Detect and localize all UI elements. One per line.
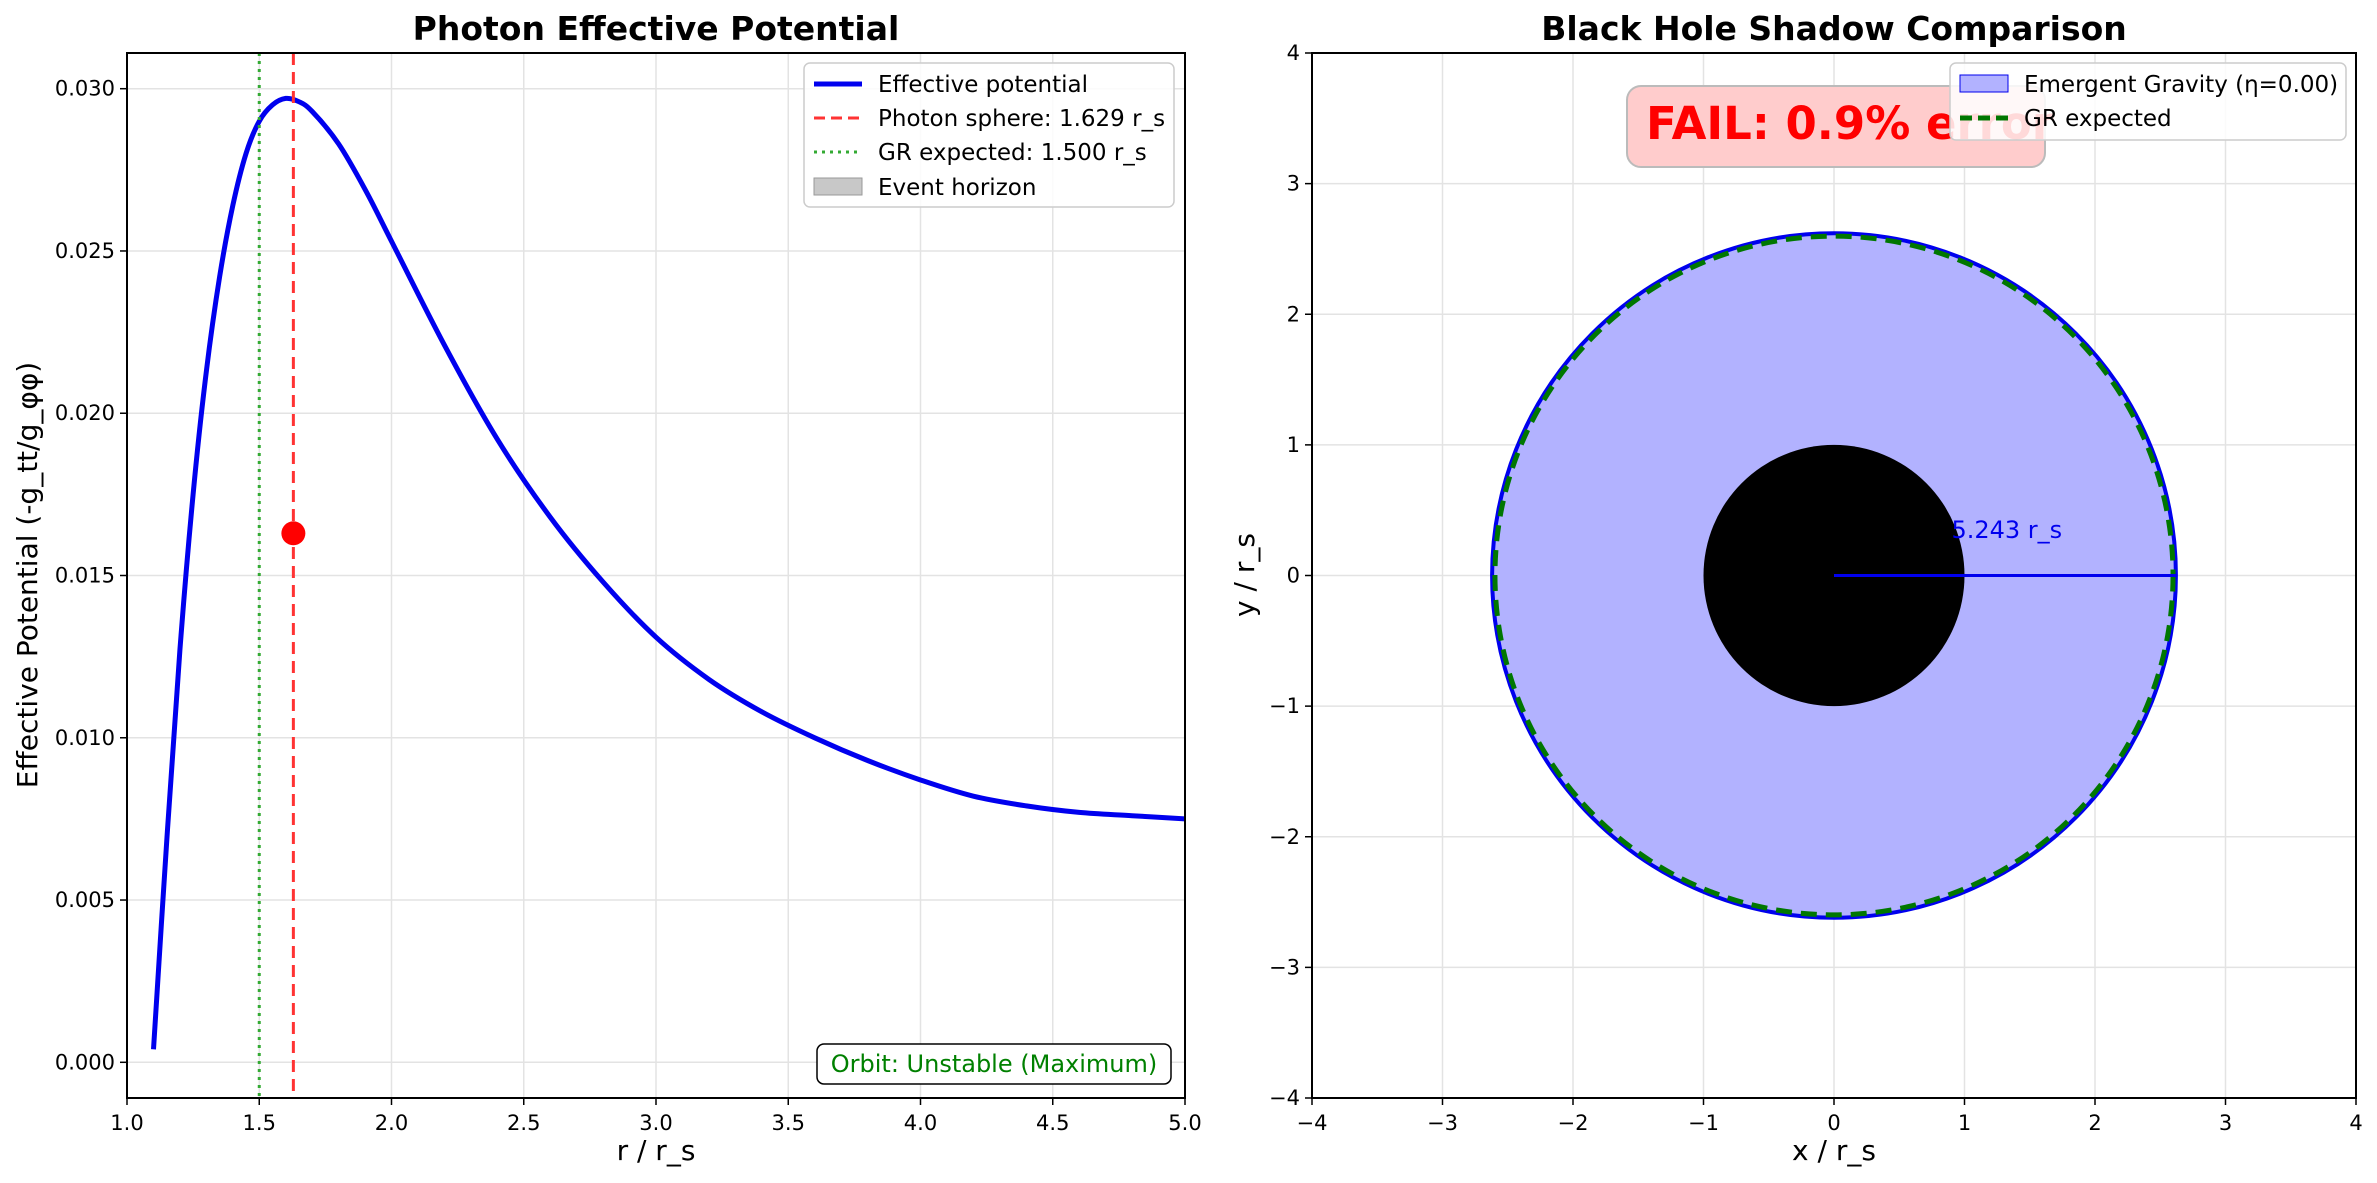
right-chart-title: Black Hole Shadow Comparison <box>1541 9 2127 48</box>
right-legend: Emergent Gravity (η=0.00) GR expected <box>1949 62 2347 141</box>
left-y-tick-label: 0.025 <box>55 239 115 263</box>
legend-label-gr-circle: GR expected <box>2024 106 2172 132</box>
legend-label-effective-potential: Effective potential <box>878 72 1088 98</box>
left-y-tick-label: 0.005 <box>55 888 115 912</box>
left-x-tick-label: 5.0 <box>1168 1111 1201 1135</box>
right-x-tick-label: 4 <box>2349 1111 2362 1135</box>
left-x-tick-label: 2.0 <box>375 1111 408 1135</box>
right-x-tick-label: −2 <box>1558 1111 1589 1135</box>
right-y-tick-label: 4 <box>1287 41 1300 65</box>
left-chart-title: Photon Effective Potential <box>413 9 900 48</box>
left-chart: Photon Effective Potential 1.0 1.5 2.0 2.5 3… <box>11 9 1202 1167</box>
left-legend-box <box>803 62 1175 208</box>
right-y-tick-label: −4 <box>1269 1086 1300 1110</box>
left-y-axis-label: Effective Potential (-g_tt/g_φφ) <box>11 362 44 788</box>
right-x-tick-label: 1 <box>1958 1111 1971 1135</box>
left-x-axis-label: r / r_s <box>617 1134 696 1167</box>
right-legend-box <box>1949 62 2347 141</box>
right-y-axis-label: y / r_s <box>1228 533 1261 617</box>
left-x-tick-label: 4.0 <box>904 1111 937 1135</box>
orbit-annotation: Orbit: Unstable (Maximum) <box>816 1043 1172 1085</box>
right-x-tick-label: 0 <box>1827 1111 1840 1135</box>
left-plot-area <box>151 53 1185 1098</box>
left-x-tick-label: 3.5 <box>772 1111 805 1135</box>
left-ticks: 1.0 1.5 2.0 2.5 3.0 3.5 4.0 4.5 5.0 0.000 0.005 0.0… <box>55 77 1202 1135</box>
left-grid <box>126 53 1186 1098</box>
left-y-tick-label: 0.030 <box>55 77 115 101</box>
photon-sphere-marker <box>281 521 306 546</box>
right-x-tick-label: −4 <box>1297 1111 1328 1135</box>
legend-swatch-emergent-gravity <box>1959 74 2009 93</box>
legend-label-event-horizon: Event horizon <box>878 175 1036 201</box>
right-chart: Black Hole Shadow Comparison 5.243 r_s −… <box>1228 9 2363 1167</box>
left-y-tick-label: 0.000 <box>55 1050 115 1074</box>
left-y-tick-label: 0.020 <box>55 401 115 425</box>
left-y-tick-label: 0.010 <box>55 726 115 750</box>
left-x-tick-label: 3.0 <box>639 1111 672 1135</box>
legend-label-photon-sphere: Photon sphere: 1.629 r_s <box>878 106 1165 132</box>
left-x-tick-label: 1.0 <box>110 1111 143 1135</box>
effective-potential-line <box>151 95 1185 1050</box>
legend-label-emergent-gravity: Emergent Gravity (η=0.00) <box>2024 72 2338 98</box>
right-x-tick-label: 2 <box>2088 1111 2101 1135</box>
right-y-tick-label: 2 <box>1287 302 1300 326</box>
right-x-tick-label: −3 <box>1427 1111 1458 1135</box>
left-x-tick-label: 4.5 <box>1036 1111 1069 1135</box>
left-legend: Effective potential Photon sphere: 1.629… <box>803 62 1175 208</box>
orbit-annotation-box <box>816 1043 1172 1085</box>
left-y-tick-label: 0.015 <box>55 564 115 588</box>
right-y-tick-label: −3 <box>1269 955 1300 979</box>
right-y-tick-label: −1 <box>1269 694 1300 718</box>
legend-label-gr-expected: GR expected: 1.500 r_s <box>878 140 1147 166</box>
orbit-annotation-text: Orbit: Unstable (Maximum) <box>831 1050 1157 1078</box>
right-x-tick-label: 3 <box>2219 1111 2232 1135</box>
right-y-tick-label: 1 <box>1287 433 1300 457</box>
right-y-tick-label: −2 <box>1269 825 1300 849</box>
legend-swatch-event-horizon <box>813 177 863 196</box>
left-x-tick-label: 1.5 <box>243 1111 276 1135</box>
right-y-tick-label: 3 <box>1287 172 1300 196</box>
right-x-tick-label: −1 <box>1688 1111 1719 1135</box>
shadow-radius-label: 5.243 r_s <box>1951 516 2062 544</box>
right-y-tick-label: 0 <box>1287 564 1300 588</box>
left-x-tick-label: 2.5 <box>507 1111 540 1135</box>
right-ticks: −4 −3 −2 −1 0 1 2 3 4 −4 −3 −2 −1 0 1 2 3 4 <box>1269 41 2363 1135</box>
right-plot-area: 5.243 r_s <box>1490 231 2178 920</box>
right-x-axis-label: x / r_s <box>1792 1134 1876 1167</box>
